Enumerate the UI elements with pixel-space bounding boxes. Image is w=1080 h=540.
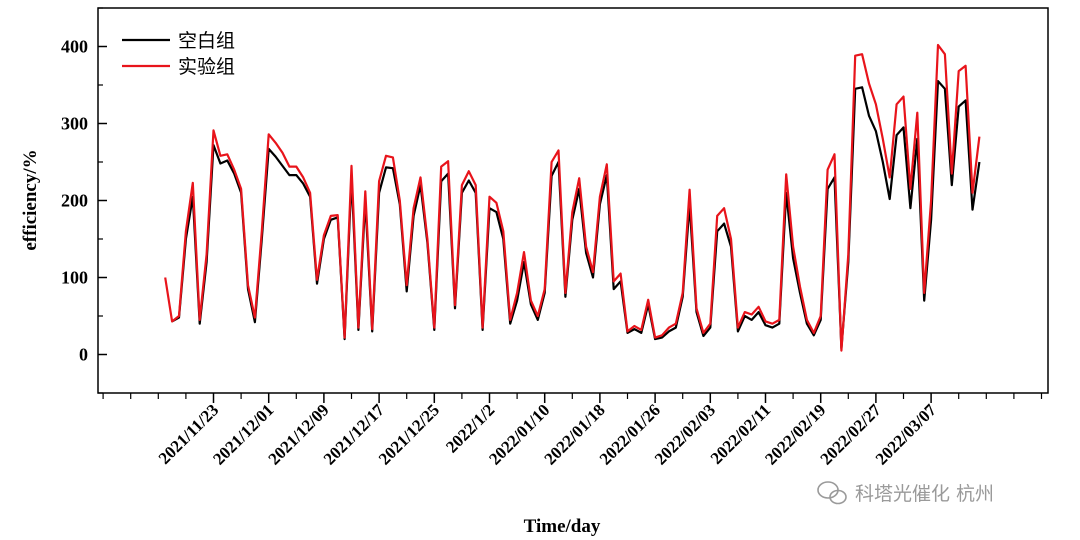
- x-axis: 2021/11/232021/12/012021/12/092021/12/17…: [102, 393, 1043, 469]
- x-tick-label: 2022/1/2: [442, 400, 498, 456]
- watermark: 科塔光催化 杭州: [817, 481, 994, 505]
- series-line-experiment: [164, 43, 981, 352]
- watermark-text: 科塔光催化 杭州: [855, 483, 994, 505]
- y-axis: 0 100 200 300 400: [61, 7, 107, 394]
- x-tick-label: 2022/02/03: [651, 400, 719, 468]
- y-axis-title: efficiency/%: [20, 149, 41, 250]
- series-layer: [164, 43, 981, 352]
- series-line-blank: [171, 80, 981, 350]
- wechat-icon: [817, 481, 847, 505]
- x-axis-title: Time/day: [524, 516, 601, 537]
- legend-label-blank: 空白组: [178, 30, 235, 52]
- y-tick-label: 0: [79, 345, 88, 365]
- legend: 空白组 实验组: [122, 30, 235, 78]
- y-tick-label: 400: [61, 37, 88, 57]
- legend-label-experiment: 实验组: [178, 56, 235, 78]
- plot-frame: [97, 7, 1049, 394]
- y-tick-label: 200: [61, 191, 88, 211]
- y-tick-label: 100: [61, 268, 88, 288]
- x-tick-label: 2022/03/07: [872, 400, 941, 469]
- x-tick-label: 2021/12/25: [375, 400, 443, 468]
- y-tick-label: 300: [61, 114, 88, 134]
